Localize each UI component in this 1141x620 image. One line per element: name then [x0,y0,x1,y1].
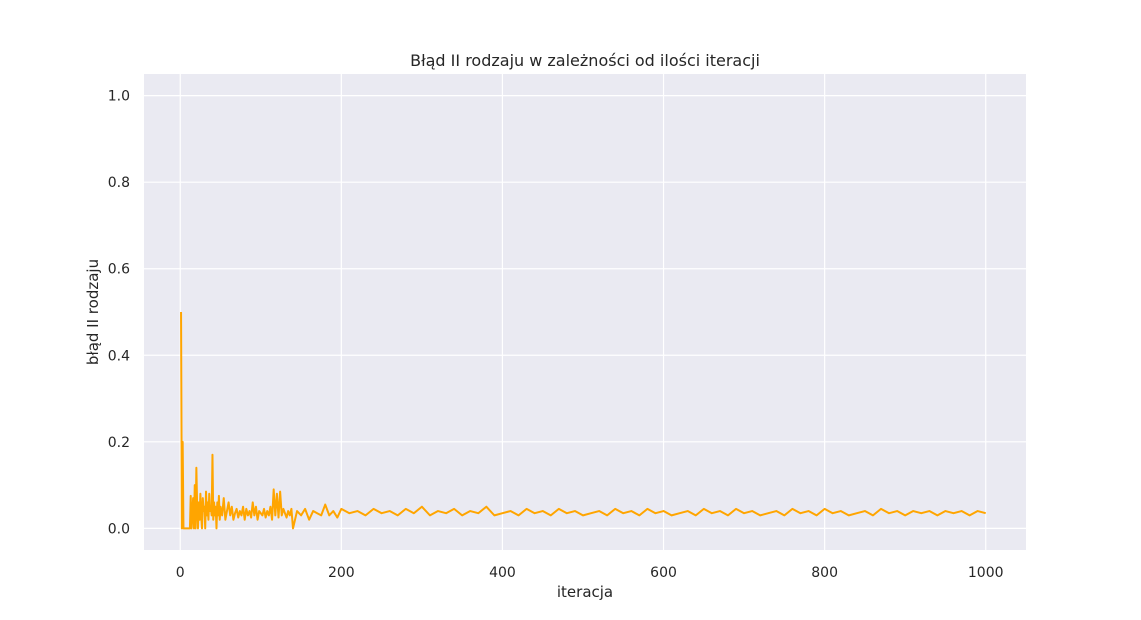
y-tick-label: 0.6 [108,262,130,278]
x-axis-ticks: 0 200 400 600 800 1000 [176,565,1004,581]
x-axis-label: iteracja [557,583,613,601]
grid [144,74,1026,550]
x-tick-label: 1000 [968,565,1004,581]
y-tick-label: 0.2 [108,435,130,451]
y-axis-label: błąd II rodzaju [84,259,102,365]
y-axis-ticks: 0.0 0.2 0.4 0.6 0.8 1.0 [108,89,130,538]
series-line [180,311,986,530]
chart-title: Błąd II rodzaju w zależności od ilości i… [410,51,760,70]
x-tick-label: 400 [489,565,516,581]
x-tick-label: 200 [328,565,355,581]
y-tick-label: 0.4 [108,348,130,364]
y-tick-label: 0.0 [108,521,130,537]
series-layer [180,311,986,530]
x-tick-label: 0 [176,565,185,581]
plot-area [144,74,1026,550]
x-tick-label: 600 [650,565,677,581]
y-tick-label: 0.8 [108,175,130,191]
y-tick-label: 1.0 [108,89,130,105]
x-tick-label: 800 [811,565,838,581]
